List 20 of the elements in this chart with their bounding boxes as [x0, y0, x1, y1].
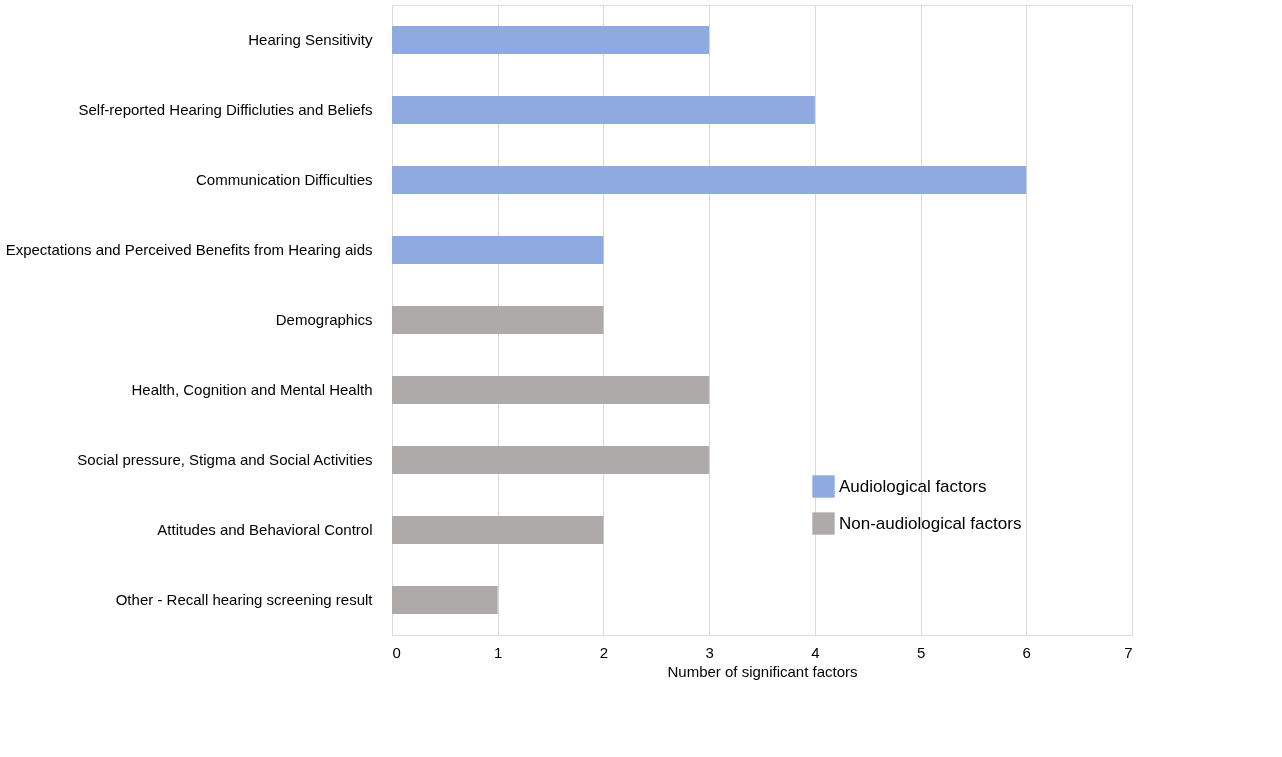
- x-tick-label: 1: [494, 643, 503, 661]
- x-tick-label: 6: [1022, 643, 1031, 661]
- y-tick-label: Health, Cognition and Mental Health: [131, 381, 373, 398]
- x-tick-label: 3: [705, 643, 714, 661]
- y-tick-label: Social pressure, Stigma and Social Activities: [77, 451, 373, 468]
- y-tick-label: Hearing Sensitivity: [248, 31, 373, 48]
- x-tick-label: 7: [1124, 643, 1133, 661]
- y-tick-label: Self-reported Hearing Difficluties and Beliefs: [78, 101, 373, 118]
- x-axis-title: Number of significant factors: [667, 662, 858, 680]
- x-tick-label: 4: [811, 643, 820, 661]
- y-tick-label: Communication Difficulties: [196, 171, 373, 188]
- x-tick-label: 5: [916, 643, 926, 661]
- y-tick-label: Other - Recall hearing screening result: [115, 591, 374, 608]
- legend-label: Audiological factors: [839, 476, 987, 496]
- legend-label: Non-audiological factors: [839, 513, 1022, 533]
- y-tick-label: Demographics: [275, 311, 373, 328]
- y-tick-label: Attitudes and Behavioral Control: [157, 521, 373, 538]
- x-tick-label: 2: [599, 643, 609, 661]
- y-tick-label: Expectations and Perceived Benefits from Hearing aids: [5, 241, 373, 258]
- x-tick-label: 0: [392, 643, 401, 661]
